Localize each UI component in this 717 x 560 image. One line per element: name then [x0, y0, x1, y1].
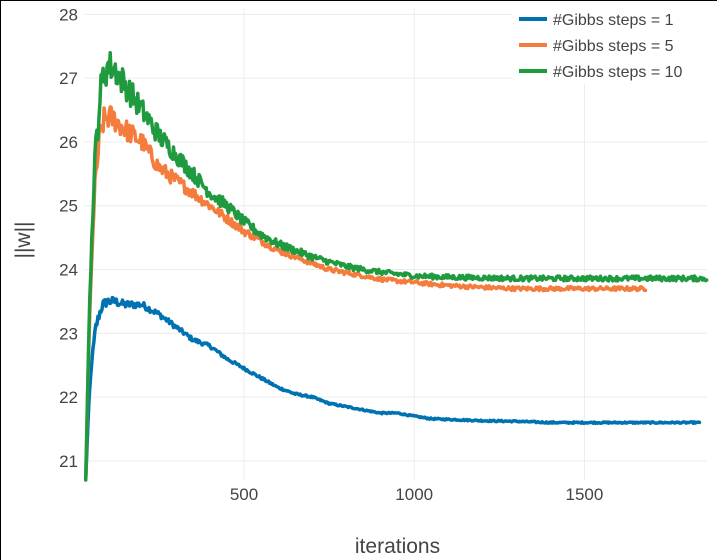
tick-labels: 500 1000 1500 21 22 23 24 25 26 27 28 [59, 5, 603, 504]
x-tick-label: 500 [230, 485, 258, 504]
y-tick-label: 27 [59, 69, 78, 88]
y-tick-label: 22 [59, 388, 78, 407]
legend: #Gibbs steps = 1 #Gibbs steps = 5 #Gibbs s… [512, 4, 708, 84]
legend-entry-label: #Gibbs steps = 10 [553, 64, 683, 81]
series-line-1 [83, 295, 702, 482]
y-tick-label: 25 [59, 197, 78, 216]
series-line-2 [83, 105, 648, 482]
y-tick-label: 21 [59, 452, 78, 471]
y-tick-label: 28 [59, 5, 78, 24]
series-lines [83, 51, 709, 482]
legend-entry-label: #Gibbs steps = 5 [553, 38, 674, 55]
series-line-3 [83, 51, 709, 482]
grid-lines [84, 8, 707, 480]
y-tick-label: 23 [59, 324, 78, 343]
y-tick-label: 24 [59, 261, 78, 280]
legend-entry-label: #Gibbs steps = 1 [553, 12, 674, 29]
x-tick-label: 1500 [566, 485, 604, 504]
y-tick-label: 26 [59, 133, 78, 152]
x-axis-title: iterations [355, 535, 440, 558]
x-tick-label: 1000 [395, 485, 433, 504]
y-axis-title: ||w|| [12, 222, 35, 259]
